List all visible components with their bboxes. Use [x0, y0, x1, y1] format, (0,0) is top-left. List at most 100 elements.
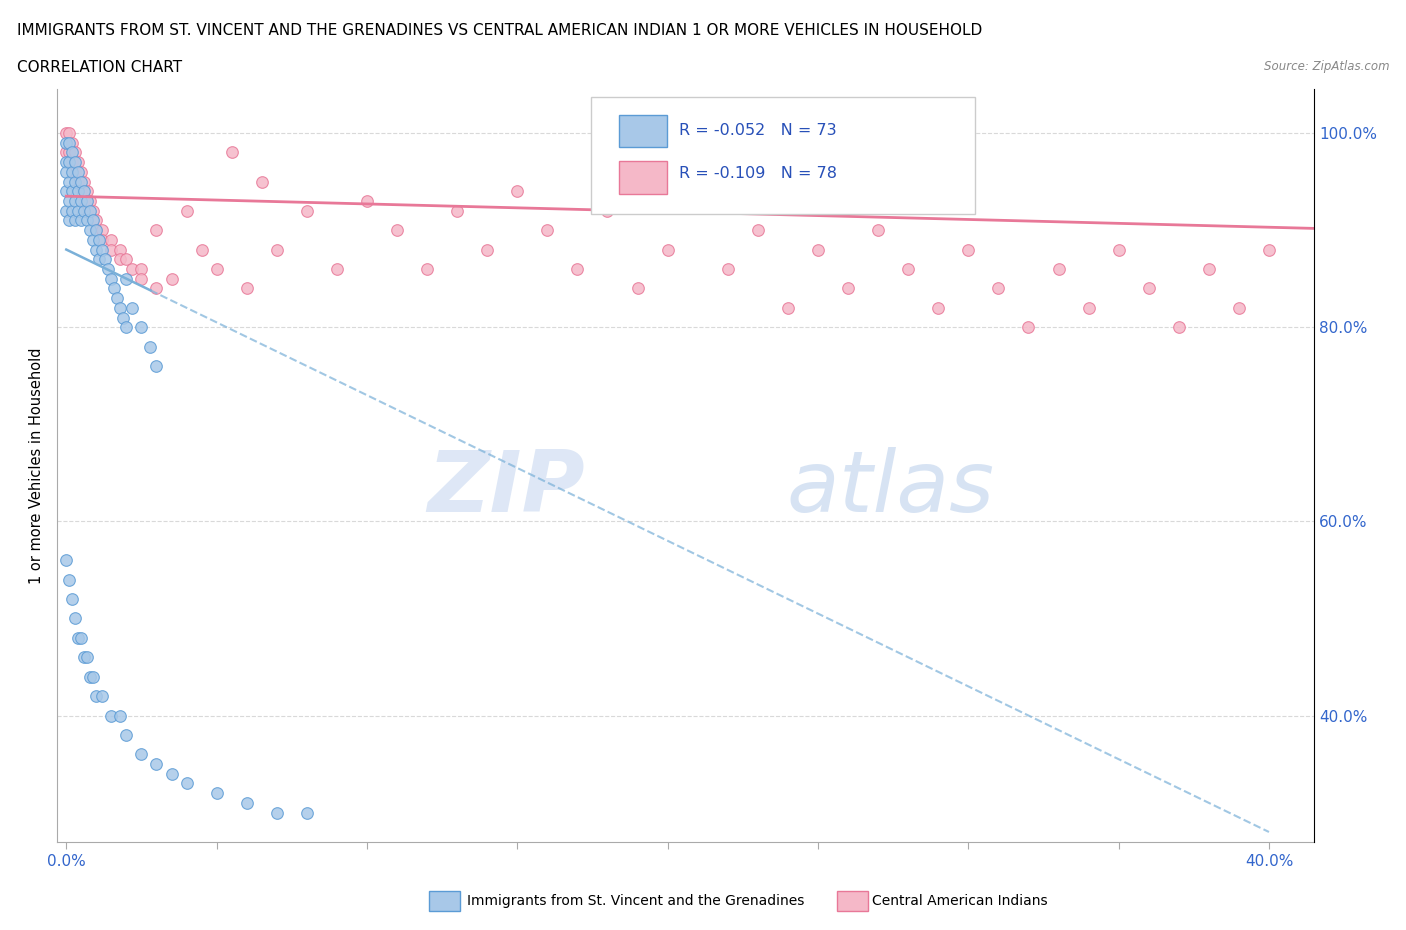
Point	[58, 126, 80, 140]
Point	[82, 204, 104, 219]
Point	[73, 174, 96, 189]
Point	[91, 232, 114, 247]
Point	[356, 193, 378, 208]
Point	[1227, 300, 1250, 315]
Y-axis label: 1 or more Vehicles in Household: 1 or more Vehicles in Household	[30, 347, 44, 584]
Text: Immigrants from St. Vincent and the Grenadines: Immigrants from St. Vincent and the Gren…	[467, 894, 804, 909]
Point	[1198, 261, 1220, 276]
Point	[60, 204, 83, 219]
Point	[60, 154, 83, 169]
Point	[55, 136, 77, 151]
Point	[97, 261, 120, 276]
Point	[73, 184, 96, 199]
Point	[326, 261, 349, 276]
Point	[235, 795, 257, 810]
Point	[67, 165, 90, 179]
Point	[145, 281, 167, 296]
Point	[145, 222, 167, 237]
Point	[100, 232, 122, 247]
Point	[55, 204, 77, 219]
Point	[115, 320, 138, 335]
Point	[100, 242, 122, 257]
Point	[717, 261, 740, 276]
Point	[110, 252, 132, 267]
Point	[837, 281, 859, 296]
Point	[686, 184, 709, 199]
Point	[1047, 261, 1070, 276]
Point	[89, 232, 111, 247]
Point	[58, 572, 80, 587]
Point	[70, 165, 93, 179]
Point	[100, 708, 122, 723]
Point	[103, 281, 125, 296]
Text: R = -0.052   N = 73: R = -0.052 N = 73	[679, 123, 837, 138]
Point	[82, 213, 104, 228]
Point	[190, 242, 212, 257]
Point	[67, 631, 90, 645]
Point	[110, 242, 132, 257]
Point	[60, 136, 83, 151]
FancyBboxPatch shape	[619, 114, 666, 147]
Point	[266, 805, 288, 820]
Point	[145, 757, 167, 772]
Point	[295, 805, 318, 820]
Point	[82, 670, 104, 684]
Point	[416, 261, 439, 276]
Text: atlas: atlas	[786, 446, 994, 529]
Point	[58, 145, 80, 160]
Point	[67, 204, 90, 219]
Point	[55, 552, 77, 567]
Point	[55, 154, 77, 169]
Point	[115, 727, 138, 742]
Point	[67, 184, 90, 199]
Point	[776, 300, 799, 315]
Point	[1317, 261, 1340, 276]
Point	[176, 776, 198, 790]
Point	[65, 213, 87, 228]
Point	[65, 174, 87, 189]
Point	[121, 261, 143, 276]
Point	[60, 184, 83, 199]
Point	[145, 359, 167, 374]
Point	[747, 222, 769, 237]
Point	[60, 145, 83, 160]
Point	[76, 184, 98, 199]
Point	[536, 222, 558, 237]
Text: R = -0.109   N = 78: R = -0.109 N = 78	[679, 166, 838, 181]
Point	[76, 193, 98, 208]
Point	[897, 261, 920, 276]
Point	[160, 272, 183, 286]
Text: CORRELATION CHART: CORRELATION CHART	[17, 60, 181, 75]
Point	[89, 252, 111, 267]
Point	[70, 631, 93, 645]
Point	[1258, 242, 1281, 257]
Point	[1077, 300, 1099, 315]
Point	[121, 300, 143, 315]
Point	[506, 184, 529, 199]
Point	[131, 320, 153, 335]
Point	[1137, 281, 1160, 296]
Point	[131, 747, 153, 762]
Point	[65, 193, 87, 208]
Point	[73, 650, 96, 665]
Point	[55, 184, 77, 199]
Point	[91, 242, 114, 257]
Point	[86, 688, 108, 703]
Point	[115, 272, 138, 286]
Point	[205, 261, 228, 276]
Point	[67, 154, 90, 169]
Point	[76, 213, 98, 228]
Point	[139, 339, 162, 354]
Point	[626, 281, 648, 296]
Point	[70, 174, 93, 189]
Point	[987, 281, 1010, 296]
Point	[250, 174, 273, 189]
Point	[86, 222, 108, 237]
FancyBboxPatch shape	[619, 161, 666, 193]
Point	[446, 204, 468, 219]
Point	[131, 261, 153, 276]
Point	[112, 310, 135, 325]
Point	[55, 165, 77, 179]
Point	[131, 272, 153, 286]
Point	[100, 272, 122, 286]
